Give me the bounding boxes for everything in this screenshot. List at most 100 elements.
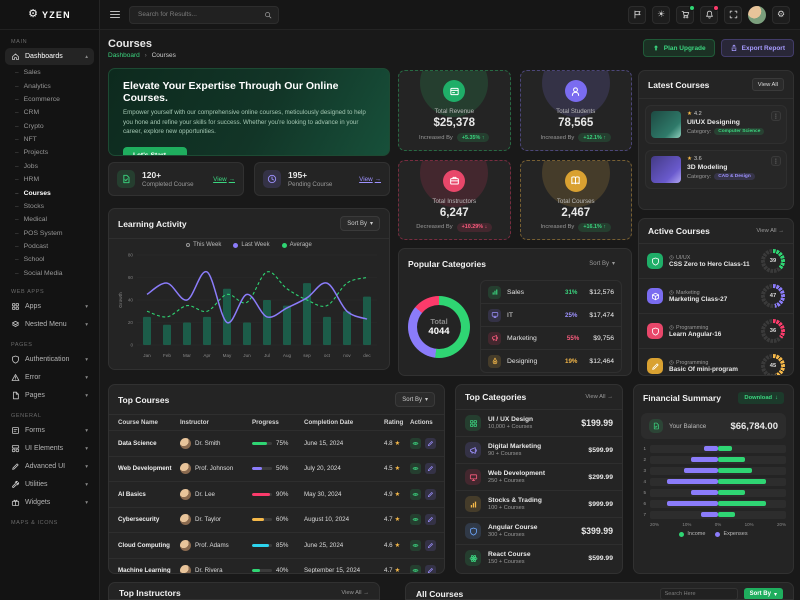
theme-sun-icon[interactable]: ☀ bbox=[652, 5, 670, 24]
sidebar-item-nested-menu[interactable]: Nested Menu ▾ bbox=[5, 316, 94, 333]
edit-action-button[interactable] bbox=[425, 565, 436, 573]
sidebar-item-ecommerce[interactable]: – Ecommerce bbox=[0, 93, 99, 106]
sidebar-item-jobs[interactable]: – Jobs bbox=[0, 160, 99, 173]
star-icon: ★ bbox=[394, 439, 401, 447]
sidebar-item-sales[interactable]: – Sales bbox=[0, 66, 99, 79]
sidebar-item-nft[interactable]: – NFT bbox=[0, 133, 99, 146]
clock-icon bbox=[669, 325, 674, 330]
sidebar-item-pos-system[interactable]: – POS System bbox=[0, 227, 99, 240]
sidebar-item-dashboards[interactable]: Dashboards ▴ bbox=[5, 48, 94, 65]
view-link[interactable]: View → bbox=[213, 175, 235, 183]
axis-tick: 20% bbox=[650, 522, 660, 527]
view-all-link[interactable]: View All → bbox=[756, 228, 784, 234]
sidebar-item-analytics[interactable]: – Analytics bbox=[0, 79, 99, 92]
lets-start-button[interactable]: Let's Start → bbox=[123, 146, 187, 155]
chevron-down-icon: ▾ bbox=[85, 321, 88, 328]
courses-search-input[interactable] bbox=[659, 588, 738, 599]
sidebar-item-stocks[interactable]: – Stocks bbox=[0, 200, 99, 213]
legend-item-last-week[interactable]: Last Week bbox=[233, 242, 270, 248]
top-category-ui-ux-design: UI / UX Design 10,000 + Courses $199.99 bbox=[456, 410, 622, 436]
view-action-button[interactable] bbox=[410, 539, 421, 551]
sidebar-item-courses[interactable]: – Courses bbox=[0, 186, 99, 199]
sidebar-item-medical[interactable]: – Medical bbox=[0, 213, 99, 226]
view-action-button[interactable] bbox=[410, 463, 421, 475]
sidebar-section-label: PAGES bbox=[11, 342, 33, 348]
stat-value: 6,247 bbox=[439, 206, 469, 219]
dash-icon: – bbox=[15, 269, 19, 277]
table-row: Web Development Prof. Johnson 50% July 2… bbox=[109, 455, 444, 482]
sidebar-item-social-media[interactable]: – Social Media bbox=[0, 267, 99, 280]
svg-text:Mar: Mar bbox=[183, 353, 191, 358]
more-options-icon[interactable]: ⋮ bbox=[771, 111, 781, 121]
dash-icon: – bbox=[15, 69, 19, 77]
settings-gear-icon[interactable]: ⚙ bbox=[772, 5, 790, 24]
sidebar-item-apps[interactable]: Apps ▾ bbox=[5, 298, 94, 315]
progress-value: 45 bbox=[765, 358, 781, 374]
fullscreen-icon[interactable] bbox=[724, 5, 742, 24]
view-action-button[interactable] bbox=[410, 437, 421, 449]
sidebar-item-crm[interactable]: – CRM bbox=[0, 106, 99, 119]
breadcrumb-parent[interactable]: Dashboard bbox=[108, 51, 140, 59]
edit-action-button[interactable] bbox=[425, 514, 436, 526]
chevron-down-icon: ▾ bbox=[85, 463, 88, 470]
more-options-icon[interactable]: ⋮ bbox=[771, 156, 781, 166]
sidebar-item-widgets[interactable]: Widgets ▾ bbox=[5, 494, 94, 511]
view-all-button[interactable]: View All bbox=[751, 78, 784, 91]
financial-chart: 1 2 3 4 5 6 7 bbox=[634, 445, 793, 519]
global-search[interactable] bbox=[129, 5, 279, 24]
edit-action-button[interactable] bbox=[425, 437, 436, 449]
legend-marker bbox=[679, 531, 685, 537]
view-all-link[interactable]: View All → bbox=[585, 394, 613, 400]
course-name-cell: Data Science bbox=[118, 439, 157, 447]
search-input[interactable] bbox=[136, 10, 260, 19]
flag-icon[interactable] bbox=[628, 5, 646, 24]
sidebar-item-hrm[interactable]: – HRM bbox=[0, 173, 99, 186]
column-header: Actions bbox=[410, 419, 433, 426]
top-category-angular-course: Angular Course 300 + Courses $399.99 bbox=[456, 517, 622, 544]
course-category: Programming bbox=[676, 359, 709, 366]
user-avatar[interactable] bbox=[748, 5, 766, 24]
sidebar-item-projects[interactable]: – Projects bbox=[0, 146, 99, 159]
sort-by-button[interactable]: Sort By ▾ bbox=[340, 216, 380, 231]
view-link[interactable]: View → bbox=[359, 175, 381, 183]
sidebar-item-label: Error bbox=[25, 374, 41, 381]
sales-chart-icon bbox=[465, 496, 481, 512]
view-all-link[interactable]: View All → bbox=[341, 590, 369, 596]
instructor-cell: Prof. Johnson bbox=[195, 465, 234, 473]
sort-by-button[interactable]: Sort By ▾ bbox=[395, 392, 435, 407]
sidebar-item-error[interactable]: Error ▾ bbox=[5, 369, 94, 386]
sort-by-button[interactable]: Sort By ▾ bbox=[743, 588, 783, 599]
sidebar-item-authentication[interactable]: Authentication ▾ bbox=[5, 351, 94, 368]
sort-by-button[interactable]: Sort By ▾ bbox=[589, 260, 615, 268]
notifications-bell-icon[interactable] bbox=[700, 4, 719, 24]
sidebar-item-podcast[interactable]: – Podcast bbox=[0, 240, 99, 253]
sidebar-item-school[interactable]: – School bbox=[0, 253, 99, 266]
brand-logo[interactable]: ⚙ YZEN bbox=[0, 0, 99, 30]
row-track bbox=[650, 511, 786, 519]
top-categories-panel: Top Categories View All → UI / UX Design… bbox=[455, 384, 623, 574]
sidebar-item-crypto[interactable]: – Crypto bbox=[0, 120, 99, 133]
cart-icon[interactable] bbox=[676, 4, 695, 24]
edit-action-button[interactable] bbox=[425, 539, 436, 551]
course-name-cell: Cloud Computing bbox=[118, 541, 170, 549]
download-button[interactable]: Download ↓ bbox=[738, 392, 784, 404]
edit-action-button[interactable] bbox=[425, 488, 436, 500]
sidebar-item-advanced-ui[interactable]: Advanced UI ▾ bbox=[5, 458, 94, 475]
view-action-button[interactable] bbox=[410, 514, 421, 526]
sidebar-item-utilities[interactable]: Utilities ▾ bbox=[5, 476, 94, 493]
sidebar-item-pages[interactable]: Pages ▾ bbox=[5, 387, 94, 404]
sidebar-item-ui-elements[interactable]: UI Elements ▾ bbox=[5, 440, 94, 457]
legend-item-this-week[interactable]: This Week bbox=[186, 242, 221, 248]
sidebar-item-label: Utilities bbox=[25, 481, 48, 488]
view-action-button[interactable] bbox=[410, 488, 421, 500]
menu-toggle-icon[interactable] bbox=[110, 10, 120, 19]
table-header-row: Course Name Instructor Progress Completion … bbox=[109, 415, 444, 430]
sidebar-item-forms[interactable]: Forms ▾ bbox=[5, 422, 94, 439]
view-action-button[interactable] bbox=[410, 565, 421, 573]
legend-item-average[interactable]: Average bbox=[281, 242, 312, 248]
export-report-button[interactable]: Export Report bbox=[720, 39, 794, 57]
plan-upgrade-button[interactable]: Plan Upgrade bbox=[642, 39, 715, 57]
edit-action-button[interactable] bbox=[425, 463, 436, 475]
svg-text:Aug: Aug bbox=[283, 353, 292, 358]
progress-ring: 47 bbox=[761, 284, 785, 308]
